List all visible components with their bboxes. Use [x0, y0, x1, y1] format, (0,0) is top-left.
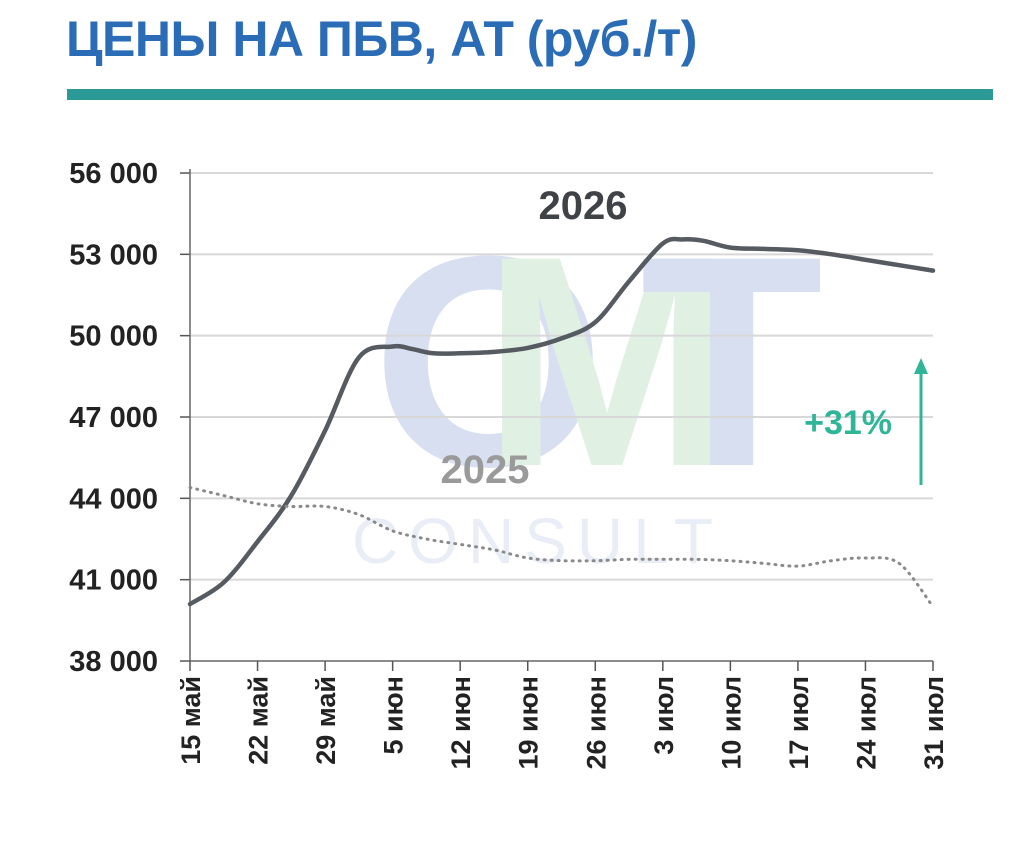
x-tick-label: 3 июл: [649, 676, 679, 755]
y-tick-label: 53 000: [69, 239, 158, 271]
series-2025-label: 2025: [441, 448, 530, 492]
page-title: ЦЕНЫ НА ПБВ, АТ (руб./т): [66, 11, 697, 67]
x-tick-label: 15 май: [176, 676, 206, 765]
x-tick-label: 22 май: [244, 676, 274, 765]
y-tick-label: 38 000: [69, 646, 158, 678]
y-tick-label: 56 000: [69, 158, 158, 190]
x-tick-label: 5 июн: [379, 676, 409, 754]
x-tick-label: 31 июл: [919, 676, 949, 770]
y-tick-label: 50 000: [69, 321, 158, 353]
series: [187, 236, 936, 609]
series-2026-line: [187, 236, 936, 607]
y-tick-label: 41 000: [69, 565, 158, 597]
series-2026-label: 2026: [539, 184, 628, 228]
series-2025-line: [188, 486, 935, 609]
x-tick-label: 10 июл: [716, 676, 746, 770]
watermark-text: CONSULT: [352, 505, 723, 577]
x-tick-label: 29 май: [311, 676, 341, 765]
watermark-letter-m: M: [482, 193, 732, 529]
watermark: O M T CONSULT: [352, 193, 823, 577]
growth-arrow-head: [914, 358, 928, 374]
y-tick-label: 44 000: [69, 483, 158, 515]
axes: [180, 169, 934, 671]
y-tick-label: 47 000: [69, 402, 158, 434]
grid: [190, 172, 933, 581]
x-tick-label: 24 июл: [851, 676, 881, 770]
x-tick-label: 17 июл: [784, 676, 814, 770]
y-axis: 38 000 41 000 44 000 47 000 50 000 53 000 56 0…: [69, 158, 158, 678]
title-rule: [67, 89, 993, 100]
x-tick-label: 12 июн: [446, 676, 476, 770]
x-tick-label: 26 июн: [581, 676, 611, 770]
x-tick-label: 19 июн: [514, 676, 544, 770]
x-axis: 15 май 22 май 29 май 5 июн 12 июн 19 июн 26 ию…: [176, 676, 949, 770]
growth-label: +31%: [804, 404, 892, 442]
watermark-letter-t: T: [640, 193, 823, 529]
watermark-letter-o: O: [372, 193, 605, 529]
annotations: 2026 2025 +31%: [441, 184, 928, 492]
